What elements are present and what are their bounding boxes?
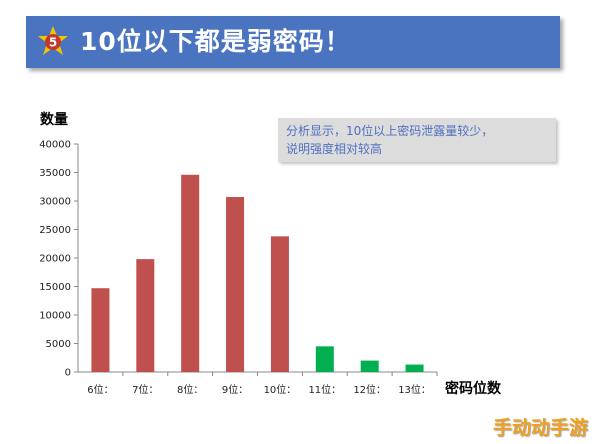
y-tick-label: 10000 <box>39 311 71 322</box>
y-tick-label: 40000 <box>39 140 71 151</box>
y-tick-label: 0 <box>65 368 71 379</box>
x-tick-label: 6位： <box>87 383 113 396</box>
x-tick-label: 9位： <box>222 383 248 396</box>
x-tick-label: 11位： <box>308 383 341 396</box>
x-tick-label: 10位： <box>264 383 297 396</box>
y-tick-label: 25000 <box>39 225 71 236</box>
bar <box>181 174 200 372</box>
bar <box>270 236 289 372</box>
y-tick-label: 15000 <box>39 282 71 293</box>
y-tick-label: 35000 <box>39 168 71 179</box>
watermark: 手动动手游 <box>492 417 588 439</box>
bar <box>405 364 424 372</box>
y-tick-label: 20000 <box>39 254 71 265</box>
bar <box>360 360 379 372</box>
annotation-box: 分析显示，10位以上密码泄露量较少， 说明强度相对较高 <box>278 118 556 162</box>
annotation-line-1: 分析显示，10位以上密码泄露量较少， <box>286 124 494 138</box>
x-tick-label: 7位： <box>132 383 158 396</box>
annotation-line-2: 说明强度相对较高 <box>286 142 383 156</box>
bar <box>136 259 155 372</box>
y-tick-label: 30000 <box>39 197 71 208</box>
header-banner: 5 10位以下都是弱密码！ <box>26 16 560 68</box>
x-tick-label: 8位： <box>177 383 203 396</box>
page-title: 10位以下都是弱密码！ <box>80 27 351 56</box>
star-badge-icon: 5 <box>38 26 68 55</box>
x-axis-label: 密码位数 <box>444 380 502 397</box>
y-tick-label: 5000 <box>46 339 71 350</box>
bar <box>91 288 110 372</box>
y-axis-label: 数量 <box>40 111 68 128</box>
x-tick-label: 13位： <box>398 383 431 396</box>
badge-number: 5 <box>49 36 57 50</box>
bar <box>315 346 334 372</box>
x-tick-label: 12位： <box>353 383 386 396</box>
bar <box>226 197 245 372</box>
